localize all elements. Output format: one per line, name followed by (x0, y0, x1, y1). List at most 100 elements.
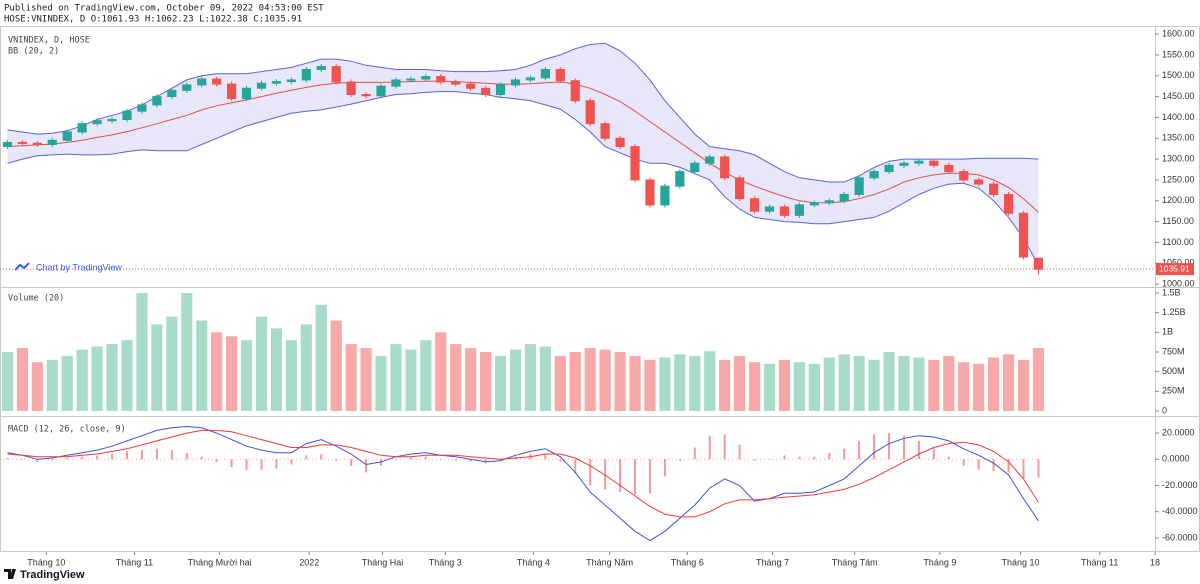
volume-bar (390, 344, 402, 411)
macd-histogram-bar (81, 456, 84, 460)
macd-histogram-bar (335, 459, 338, 461)
volume-bar (255, 316, 268, 411)
candle-body (466, 83, 476, 89)
y-tick-label: 1150.00 (1162, 216, 1194, 226)
volume-bar (629, 355, 641, 411)
y-tick-label: 0.0000 (1162, 454, 1190, 464)
macd-histogram-bar (843, 448, 846, 460)
candle-body (495, 84, 506, 95)
macd-histogram-bar (424, 456, 427, 460)
macd-histogram-bar (21, 459, 24, 460)
macd-histogram-bar (873, 434, 876, 460)
macd-histogram-bar (693, 447, 696, 460)
x-tick-label: Tháng Tám (832, 557, 878, 567)
macd-histogram-bar (648, 459, 651, 494)
bb-basis (7, 80, 1039, 213)
macd-histogram-bar (828, 452, 831, 460)
volume-bar (554, 355, 566, 411)
volume-bar (763, 363, 776, 411)
macd-histogram-bar (589, 459, 592, 486)
candle-body (137, 104, 147, 112)
x-tick-label: Tháng 6 (671, 557, 704, 567)
candle-body (809, 202, 819, 206)
watermark-text[interactable]: Chart by TradingView (36, 262, 122, 272)
volume-bar (181, 293, 193, 411)
macd-histogram-bar (1037, 459, 1040, 478)
candle-body (480, 87, 491, 95)
candle-body (540, 69, 550, 79)
volume-bar (644, 359, 656, 411)
candle-body (212, 78, 222, 85)
volume-bar (31, 362, 43, 411)
volume-bar (300, 324, 312, 411)
macd-histogram-bar (96, 455, 99, 460)
footer-logo[interactable]: TradingView (4, 569, 85, 581)
candle-body (914, 160, 924, 164)
volume-bar (196, 320, 208, 411)
y-tick-label: 1100.00 (1162, 237, 1194, 247)
watermark[interactable]: Chart by TradingView (14, 262, 122, 272)
logo-text[interactable]: TradingView (20, 569, 85, 581)
candle-body (107, 119, 117, 122)
candle-body (525, 77, 536, 81)
macd-histogram-bar (1007, 459, 1010, 473)
volume-bar (823, 357, 835, 411)
volume-bar (270, 328, 283, 411)
volume-bar (1032, 348, 1045, 411)
y-tick-label: 1500.00 (1162, 70, 1195, 80)
volume-bar (719, 359, 731, 411)
macd-histogram-bar (469, 459, 472, 462)
macd-histogram-bar (140, 450, 143, 460)
macd-histogram-bar (708, 435, 711, 460)
volume-bar (1, 351, 14, 411)
macd-histogram-bar (215, 459, 218, 462)
y-tick-label: 1300.00 (1162, 153, 1195, 163)
macd-histogram-bar (783, 455, 786, 460)
volume-bar (928, 359, 940, 411)
last-price-label: 1035.91 (1159, 263, 1190, 273)
candle-body (376, 85, 386, 97)
candle-body (271, 81, 282, 84)
macd-histogram-bar (185, 452, 188, 460)
y-tick-label: 1050.00 (1162, 258, 1195, 268)
volume-bar (225, 336, 238, 411)
x-tick-label: Tháng 4 (517, 557, 550, 567)
macd-histogram-bar (111, 454, 114, 460)
volume-bar (808, 363, 820, 411)
volume-bar (509, 349, 522, 411)
volume-bar (748, 362, 761, 411)
x-tick-label: Tháng Năm (586, 557, 633, 567)
volume-bar (973, 363, 985, 411)
macd-histogram-bar (619, 459, 622, 493)
volume-bar (345, 344, 357, 411)
candle-body (615, 137, 625, 148)
candle-body (570, 80, 580, 102)
volume-bar (480, 351, 492, 411)
volume-bar (988, 357, 1000, 411)
candle-body (2, 141, 13, 148)
candle-body (256, 82, 267, 89)
macd-histogram-bar (320, 454, 323, 460)
candle-body (32, 142, 42, 145)
y-tick-label: 1000.00 (1162, 278, 1195, 288)
y-tick-label: 0 (1162, 405, 1167, 415)
candle-body (944, 164, 954, 173)
y-tick-label: 1450.00 (1162, 91, 1195, 101)
volume-bar (420, 340, 432, 411)
volume-bar (211, 332, 223, 411)
y-tick-label: 1600.00 (1162, 28, 1195, 38)
logo-icon (4, 569, 16, 579)
candle-body (824, 200, 834, 204)
macd-histogram-bar (902, 435, 905, 460)
macd-histogram-bar (245, 459, 248, 470)
volume-bar (659, 357, 671, 411)
macd-histogram-bar (678, 459, 681, 461)
volume-bar (76, 349, 88, 411)
volume-bar (1002, 354, 1015, 411)
candle-body (645, 179, 655, 206)
macd-histogram-bar (932, 448, 935, 460)
candle-body (854, 177, 864, 195)
macd-histogram-bar (544, 454, 547, 460)
candle-body (241, 87, 252, 100)
macd-histogram-bar (380, 459, 383, 466)
